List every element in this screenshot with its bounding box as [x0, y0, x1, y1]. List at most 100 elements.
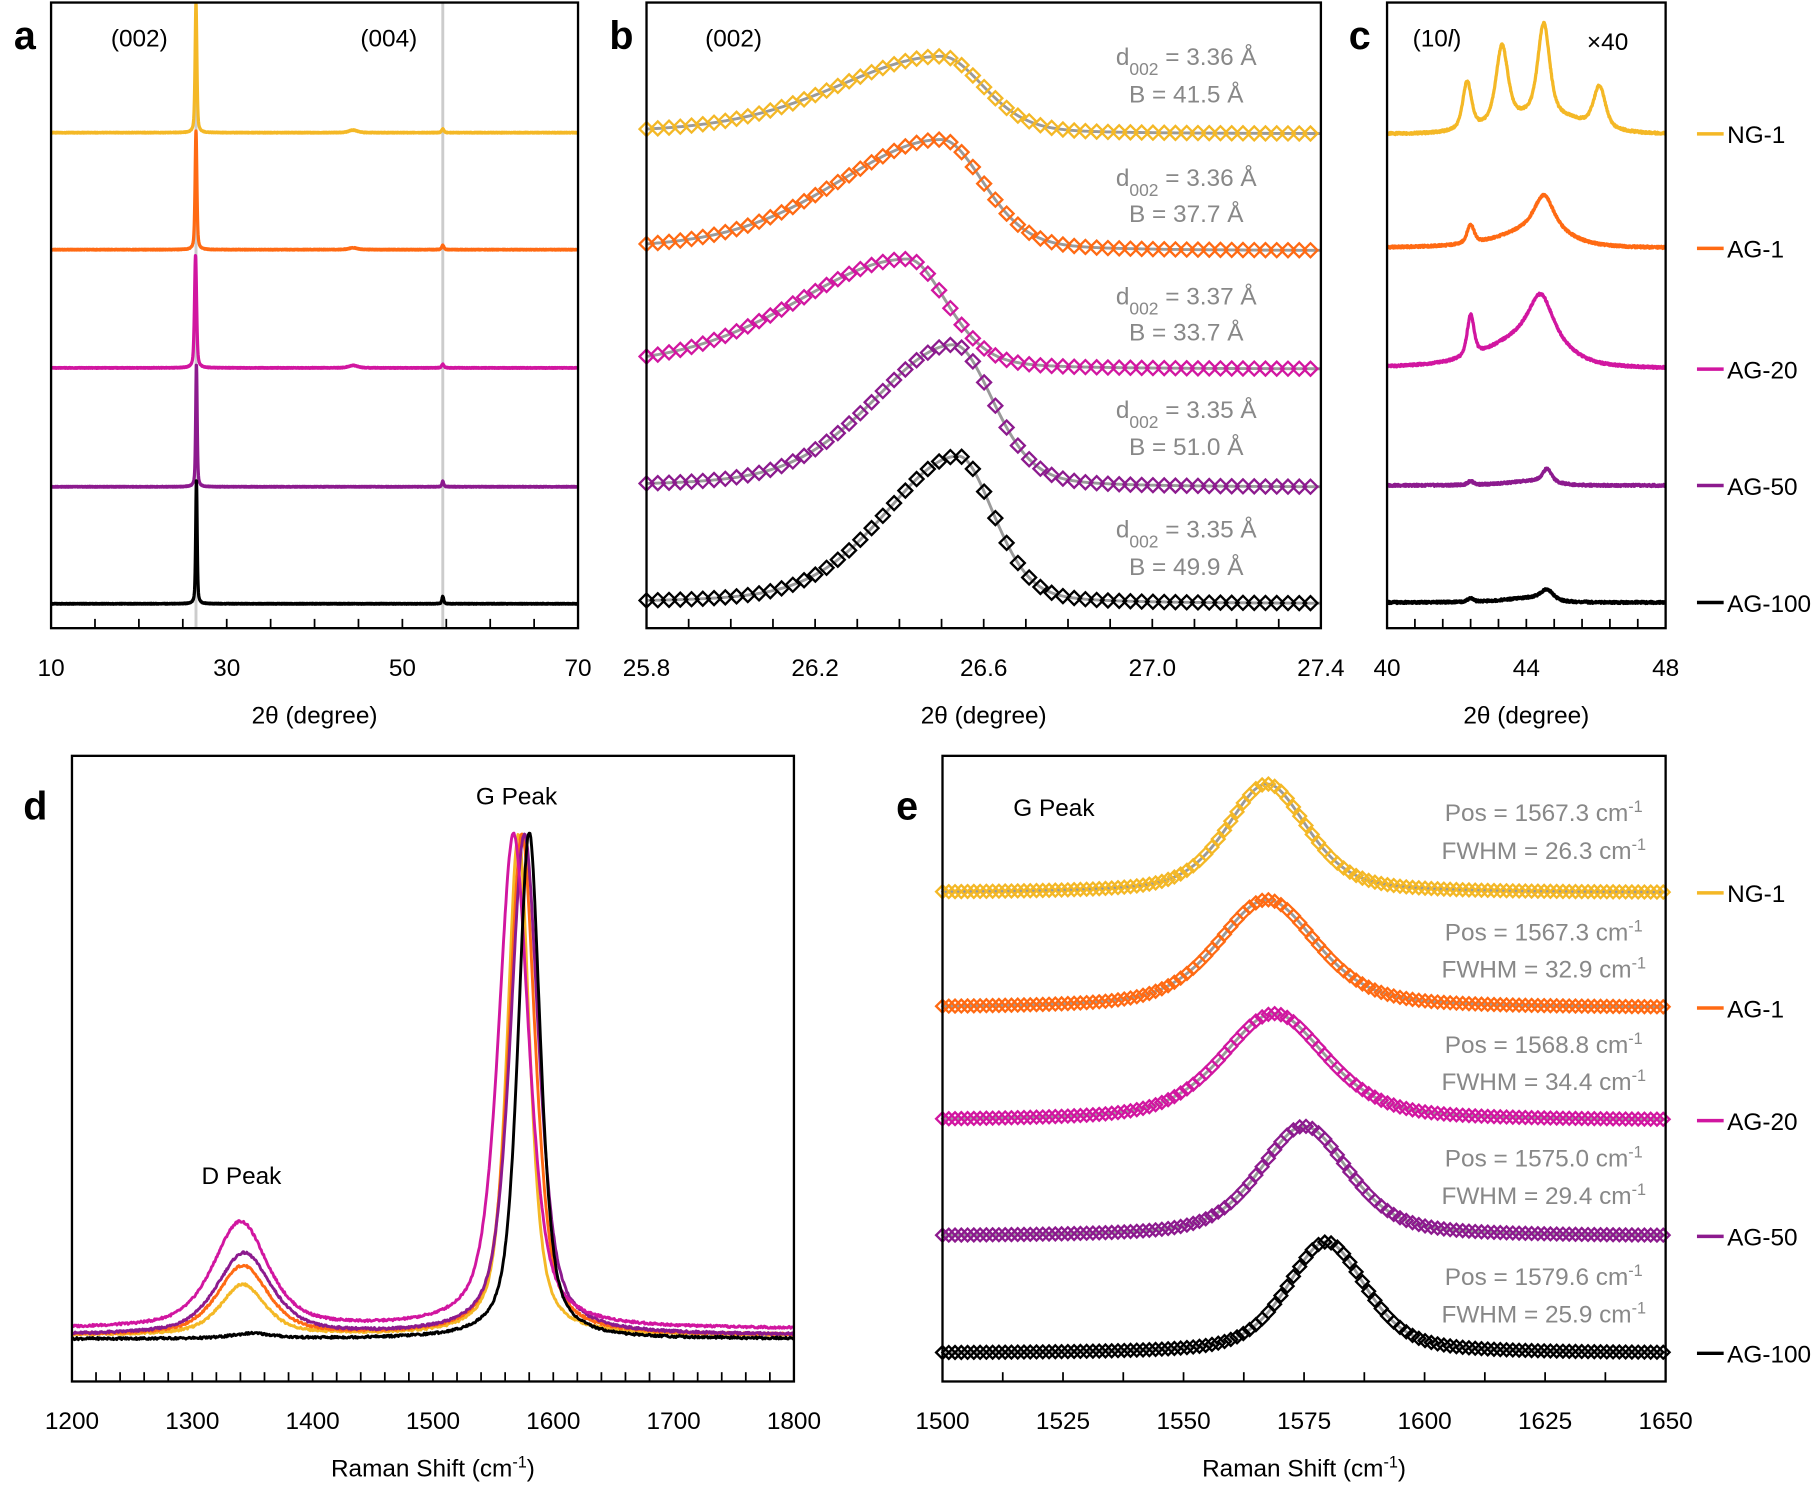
data-marker-NG-1	[953, 56, 971, 74]
data-marker-NG-1	[1354, 870, 1371, 887]
data-marker-AG-20	[1379, 1094, 1396, 1111]
data-marker-NG-1	[817, 81, 836, 100]
data-marker-AG-20	[986, 346, 1004, 365]
data-marker-AG-1	[1260, 891, 1277, 908]
x-tick-label: 1500	[915, 1408, 969, 1435]
data-marker-AG-50	[1203, 1207, 1221, 1224]
panel-c: c 40 44 48 2θ (degree) (10l) ×40 NG-1 AG-1 AG-20 A…	[1349, 1, 1811, 729]
data-marker-AG-20	[1147, 1096, 1164, 1113]
data-marker-AG-1	[1088, 238, 1106, 257]
data-marker-AG-50	[1144, 476, 1162, 494]
data-marker-AG-100	[1648, 1344, 1665, 1361]
x-axis-label: Raman Shift (cm-1)	[1202, 1454, 1406, 1483]
data-marker-AG-50	[1178, 477, 1196, 495]
data-marker-AG-100	[1020, 568, 1038, 587]
data-marker-NG-1	[1216, 822, 1233, 839]
data-marker-AG-50	[1009, 436, 1027, 455]
series-line-AG-1	[1387, 192, 1666, 251]
data-marker-NG-1	[1141, 876, 1158, 893]
data-marker-AG-1	[1373, 984, 1390, 1001]
x-tick-label: 1200	[45, 1408, 99, 1435]
data-marker-NG-1	[1655, 884, 1672, 901]
data-marker-AG-50	[1301, 478, 1320, 496]
data-marker-AG-1	[1655, 998, 1672, 1015]
data-marker-AG-50	[1323, 1138, 1340, 1155]
crystallite-size-label: B = 33.7 Å	[1129, 318, 1244, 346]
data-marker-AG-50	[1241, 1175, 1258, 1192]
data-marker-AG-100	[1031, 578, 1050, 596]
data-marker-AG-100	[964, 460, 982, 478]
data-marker-AG-20	[1391, 1098, 1409, 1115]
data-marker-AG-50	[1166, 476, 1185, 495]
data-marker-AG-20	[1366, 1089, 1383, 1106]
data-marker-AG-20	[1234, 359, 1252, 378]
x-tick-label: 48	[1652, 655, 1679, 682]
multiplier-label: ×40	[1587, 29, 1628, 56]
data-marker-AG-50	[694, 472, 712, 490]
data-marker-AG-1	[1160, 977, 1177, 994]
data-marker-AG-50	[784, 452, 802, 471]
data-marker-AG-20	[1166, 1088, 1183, 1105]
data-marker-NG-1	[1279, 124, 1297, 143]
legend-label: AG-100	[1727, 591, 1811, 618]
data-marker-NG-1	[964, 66, 982, 85]
data-marker-AG-100	[1211, 594, 1230, 612]
data-marker-AG-100	[1391, 1319, 1409, 1336]
legend-entry-AG-1: AG-1	[1696, 996, 1784, 1023]
panel-letter: e	[896, 785, 918, 829]
d-spacing-label: d002 = 3.37 Å	[1116, 282, 1258, 318]
data-marker-AG-100	[1099, 591, 1117, 610]
legend-entry-AG-100: AG-100	[1696, 591, 1811, 618]
data-marker-AG-20	[761, 306, 779, 325]
data-marker-AG-1	[1099, 239, 1117, 257]
data-marker-AG-100	[671, 590, 689, 609]
data-marker-AG-100	[795, 571, 813, 589]
data-marker-AG-1	[1110, 239, 1128, 258]
legend-entry-AG-50: AG-50	[1696, 474, 1798, 501]
data-marker-AG-100	[1256, 594, 1275, 612]
data-marker-NG-1	[1268, 124, 1286, 143]
data-marker-AG-1	[1141, 985, 1158, 1002]
data-marker-AG-50	[1121, 476, 1140, 494]
data-marker-AG-100	[637, 591, 656, 610]
panel-b: b 25.8 26.2 26.6 27.0 27.4 2θ (degree) (002) d00…	[609, 1, 1345, 729]
data-marker-NG-1	[1297, 817, 1315, 834]
data-marker-AG-50	[840, 414, 858, 433]
data-marker-AG-1	[1153, 980, 1170, 997]
data-marker-AG-20	[1279, 360, 1297, 378]
d-peak-label: D Peak	[201, 1163, 282, 1190]
data-marker-AG-100	[930, 452, 948, 471]
data-marker-NG-1	[1099, 123, 1117, 141]
data-marker-AG-1	[1144, 240, 1162, 258]
data-marker-AG-1	[1268, 241, 1286, 259]
data-marker-NG-1	[660, 119, 678, 137]
data-marker-AG-50	[885, 371, 903, 389]
data-marker-AG-1	[1121, 240, 1140, 258]
data-marker-AG-20	[1373, 1092, 1390, 1109]
data-marker-AG-20	[885, 251, 903, 269]
data-marker-AG-100	[1290, 594, 1308, 612]
data-marker-AG-50	[1254, 1158, 1271, 1175]
data-marker-AG-50	[1099, 475, 1117, 493]
peak-label-002: (002)	[705, 26, 762, 53]
data-marker-AG-100	[953, 448, 971, 466]
d-spacing-label: d002 = 3.36 Å	[1116, 164, 1258, 200]
data-marker-AG-50	[986, 397, 1004, 415]
data-marker-AG-100	[829, 551, 847, 569]
data-marker-AG-50	[795, 447, 813, 465]
data-marker-AG-50	[1335, 1155, 1352, 1172]
data-marker-AG-100	[1348, 1263, 1365, 1280]
plot-area	[71, 831, 794, 1342]
data-marker-AG-50	[1200, 477, 1218, 495]
data-marker-AG-50	[1379, 1202, 1396, 1219]
data-marker-AG-20	[1141, 1098, 1158, 1115]
data-marker-AG-100	[986, 509, 1004, 527]
data-marker-AG-100	[919, 460, 937, 478]
data-marker-AG-20	[716, 327, 734, 345]
data-marker-NG-1	[1065, 121, 1083, 140]
data-marker-AG-1	[919, 131, 937, 150]
data-marker-AG-100	[1191, 1338, 1208, 1355]
data-marker-AG-20	[1054, 357, 1072, 376]
fwhm-label: FWHM = 25.9 cm-1	[1441, 1299, 1646, 1328]
data-marker-AG-1	[1155, 240, 1173, 258]
